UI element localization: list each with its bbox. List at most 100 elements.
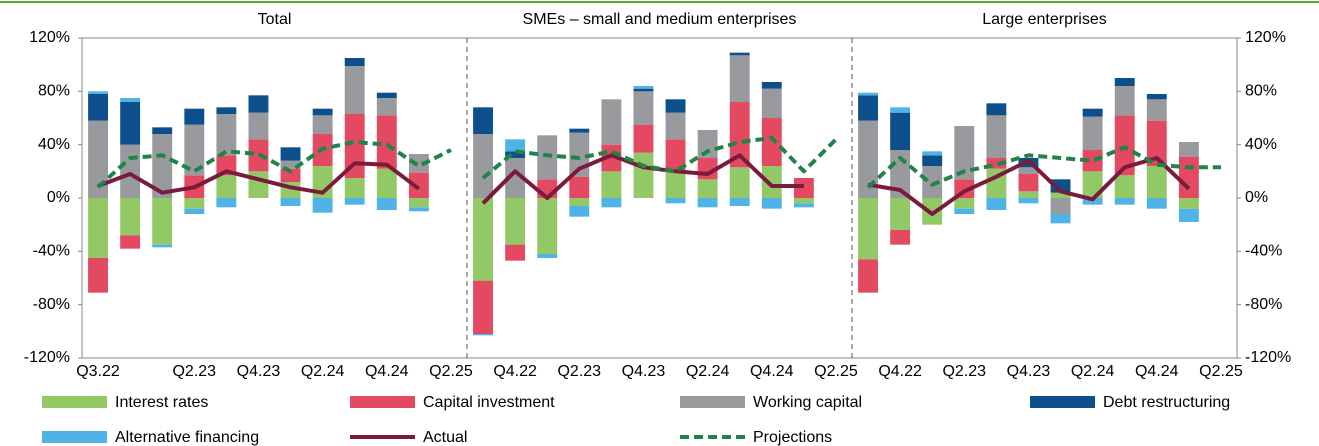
bar-segment: [761, 82, 782, 89]
bar-segment: [280, 147, 301, 161]
bar-segment: [1146, 198, 1167, 209]
bar-segment: [569, 206, 590, 217]
bar-segment: [633, 88, 654, 92]
bar-segment: [1178, 142, 1199, 157]
bar-segment: [344, 66, 365, 114]
projection-line: [866, 145, 1221, 189]
bar-segment: [697, 198, 718, 208]
bar-segment: [280, 168, 301, 182]
legend-swatch: [1030, 396, 1095, 408]
y2-tick-label: -80%: [1245, 296, 1282, 313]
y-tick-label: -40%: [33, 243, 70, 260]
x-tick-label: Q4.22: [493, 363, 537, 380]
legend-swatch: [42, 431, 107, 443]
bar-segment: [954, 198, 975, 209]
bar-segment: [1050, 214, 1071, 224]
bar-segment: [665, 171, 686, 198]
bar-segment: [633, 86, 654, 89]
bar-segment: [761, 118, 782, 166]
bar-segment: [858, 259, 878, 293]
bar-segment: [890, 198, 911, 230]
bar-segment: [1146, 94, 1167, 100]
bar-segment: [344, 198, 365, 205]
bar-segment: [922, 166, 943, 198]
x-tick-label: Q4.23: [622, 363, 666, 380]
bar-segment: [665, 99, 686, 113]
bar-segment: [280, 198, 301, 206]
x-tick-label: Q2.23: [172, 363, 216, 380]
bar-segment: [986, 103, 1007, 116]
bar-segment: [1082, 171, 1103, 198]
x-tick-label: Q4.24: [1135, 363, 1179, 380]
bar-segment: [408, 154, 429, 173]
bar-segment: [473, 334, 493, 336]
bar-segment: [986, 158, 1007, 169]
bar-segment: [248, 112, 269, 140]
bar-segment: [505, 151, 526, 158]
bar-segment: [729, 52, 750, 56]
bar-segment: [890, 230, 911, 245]
bar-segment: [601, 171, 622, 198]
bar-segment: [505, 158, 526, 198]
bar-segment: [922, 198, 943, 225]
bar-segment: [1050, 192, 1071, 198]
bar-segment: [88, 258, 108, 293]
bar-segment: [890, 107, 911, 113]
bar-segment: [1178, 156, 1199, 198]
legend-swatch: [42, 396, 107, 408]
bar-segment: [152, 127, 173, 134]
y-tick-label: -80%: [33, 296, 70, 313]
legend-label: Interest rates: [115, 394, 208, 411]
bar-segment: [1018, 174, 1039, 192]
bar-segment: [216, 198, 237, 208]
bar-segment: [1082, 198, 1103, 205]
y-tick-label: -120%: [24, 349, 70, 366]
x-tick-label: Q2.25: [429, 363, 473, 380]
x-tick-label: Q2.23: [557, 363, 601, 380]
y-tick-label: 40%: [38, 136, 70, 153]
bar-segment: [954, 208, 975, 214]
bar-segment: [986, 198, 1007, 210]
projection-line: [96, 140, 452, 189]
bar-segment: [537, 135, 558, 180]
bar-segment: [1146, 99, 1167, 121]
bar-segment: [344, 58, 365, 66]
bar-segment: [505, 244, 526, 261]
bar-segment: [1018, 198, 1039, 204]
bar-segment: [376, 198, 397, 210]
bar-segment: [793, 198, 814, 204]
bar-segment: [633, 124, 654, 153]
bar-segment: [312, 115, 333, 134]
x-tick-label: Q2.23: [942, 363, 986, 380]
bar-segment: [569, 128, 590, 133]
bar-segment: [537, 179, 558, 198]
bar-segment: [954, 126, 975, 180]
bar-segment: [1050, 198, 1071, 214]
bar-segment: [890, 112, 911, 150]
bar-segment: [120, 235, 141, 249]
bar-segment: [312, 198, 333, 213]
bar-segment: [601, 99, 622, 145]
y2-tick-label: -40%: [1245, 243, 1282, 260]
bar-segment: [216, 155, 237, 176]
bar-segment: [344, 178, 365, 198]
bar-segment: [248, 171, 269, 198]
bar-segment: [1018, 191, 1039, 198]
bar-segment: [1114, 198, 1135, 205]
y2-tick-label: 80%: [1245, 83, 1277, 100]
bar-segment: [152, 244, 173, 248]
bar-segment: [184, 124, 205, 176]
bar-segment: [1146, 120, 1167, 166]
bar-segment: [858, 95, 878, 121]
bar-segment: [858, 198, 878, 260]
x-tick-label: Q2.24: [1071, 363, 1115, 380]
bar-segment: [184, 108, 205, 125]
bar-segment: [88, 94, 108, 121]
bar-segment: [697, 179, 718, 198]
actual-line: [97, 161, 421, 195]
bar-segment: [1178, 198, 1199, 209]
legend-label: Actual: [423, 429, 467, 446]
bar-segment: [793, 203, 814, 208]
bar-segment: [248, 95, 269, 113]
